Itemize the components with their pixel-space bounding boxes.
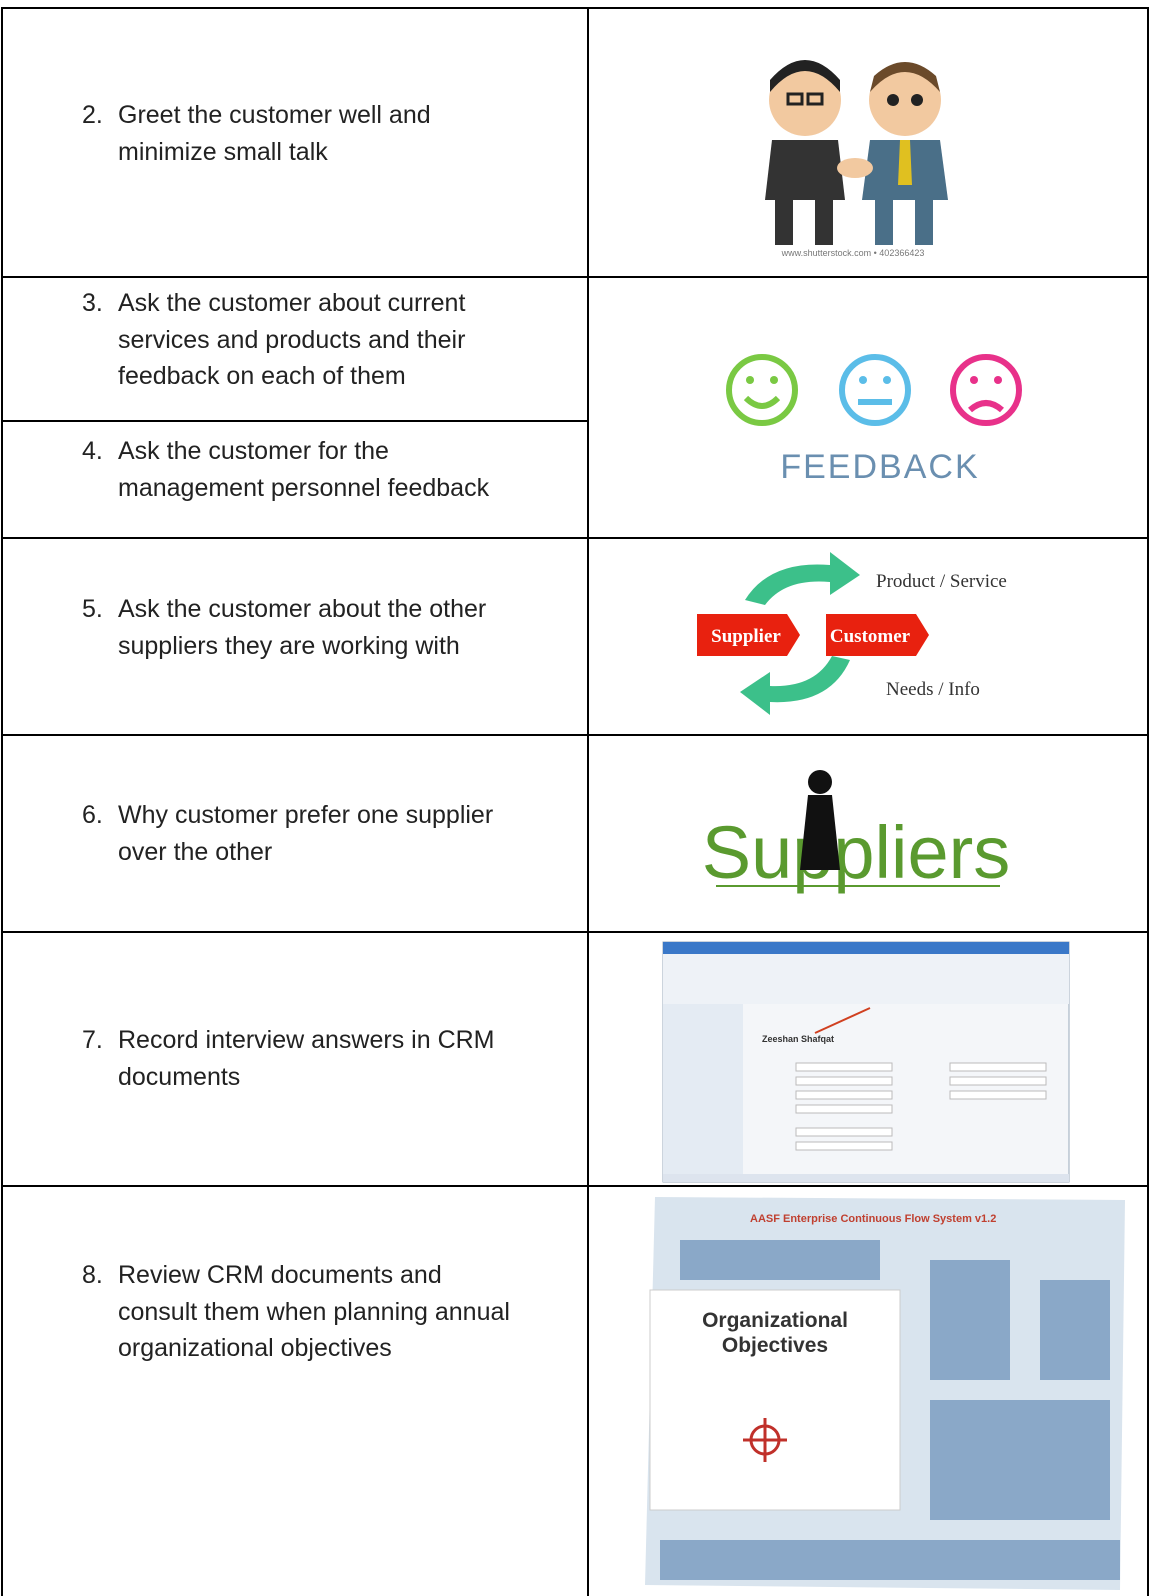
item-text: minimize small talk: [118, 137, 328, 166]
item-number: 4.: [82, 437, 103, 465]
image-caption: Zeeshan Shafqat: [762, 1034, 834, 1044]
item-text: organizational objectives: [118, 1334, 392, 1362]
diagram-label: Customer: [830, 626, 911, 647]
item-text: Why customer prefer one supplier: [118, 801, 494, 829]
diagram-label: Needs / Info: [886, 679, 980, 700]
item-number: 8.: [82, 1261, 103, 1289]
item-text: Ask the customer for the: [118, 437, 389, 465]
item-text: management personnel feedback: [118, 473, 490, 502]
item-number: 2.: [82, 101, 103, 129]
objectives-image: AASF Enterprise Continuous Flow System v…: [645, 1197, 1125, 1590]
item-text: documents: [118, 1062, 241, 1091]
handshake-image: www.shutterstock.com • 402366423: [765, 60, 948, 258]
item-text: Ask the customer about the other: [118, 595, 487, 623]
suppliers-image: Suppliers: [702, 770, 1011, 894]
item-text: Review CRM documents and: [118, 1261, 442, 1289]
item-text: Ask the customer about current: [118, 289, 466, 317]
feedback-image: FEEDBACK: [726, 354, 1022, 486]
item-text: feedback on each of them: [118, 362, 406, 390]
diagram-label: Product / Service: [876, 571, 1007, 592]
image-caption: Suppliers: [702, 811, 1011, 894]
item-text: over the other: [118, 837, 273, 866]
item-number: 5.: [82, 595, 103, 623]
supplier-diagram: Supplier Customer Product / Service Need…: [697, 552, 1007, 715]
item-number: 7.: [82, 1026, 103, 1054]
image-caption: Organizational: [702, 1309, 848, 1332]
item-text: services and products and their: [118, 325, 466, 354]
item-text: suppliers they are working with: [118, 631, 460, 660]
image-caption: Objectives: [722, 1334, 828, 1357]
image-title: AASF Enterprise Continuous Flow System v…: [750, 1213, 996, 1225]
item-number: 6.: [82, 801, 103, 829]
diagram-label: Supplier: [711, 626, 781, 647]
item-number: 3.: [82, 289, 103, 317]
item-text: consult them when planning annual: [118, 1297, 510, 1326]
image-caption: FEEDBACK: [780, 448, 979, 486]
crm-screenshot: Zeeshan Shafqat: [662, 941, 1070, 1183]
image-caption: www.shutterstock.com • 402366423: [781, 248, 925, 258]
item-text: Greet the customer well and: [118, 101, 431, 129]
item-text: Record interview answers in CRM: [118, 1026, 495, 1054]
